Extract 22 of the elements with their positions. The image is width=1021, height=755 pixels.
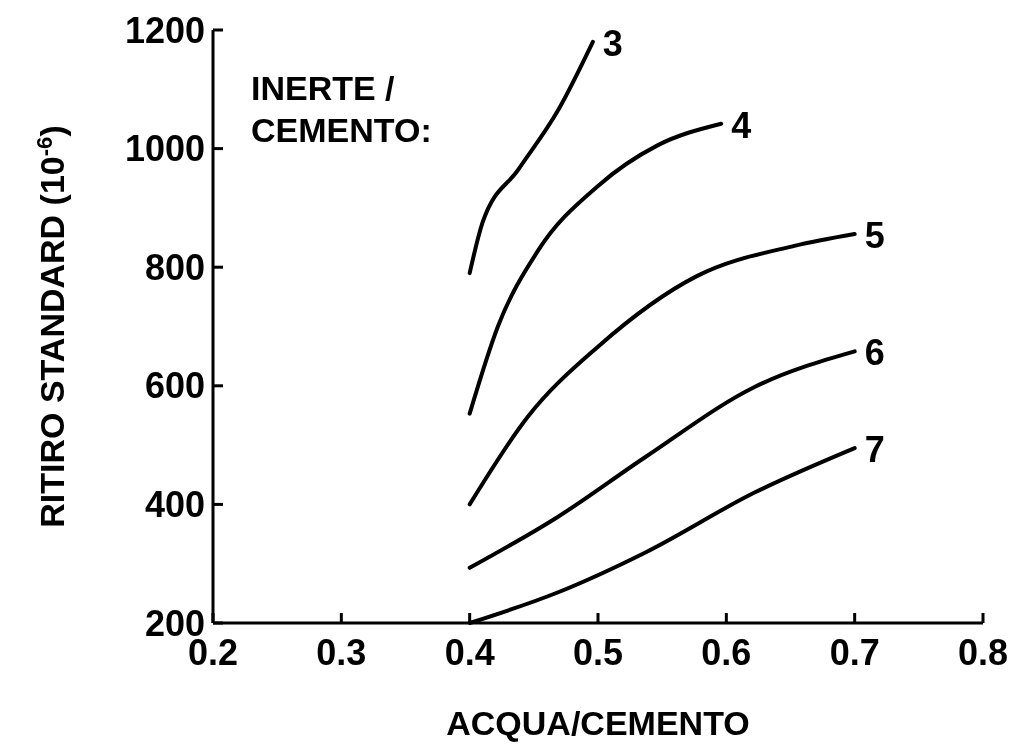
x-tick-label: 0.5 (572, 632, 624, 673)
series-label: 7 (864, 429, 885, 471)
legend-title: INERTE / CEMENTO: (251, 69, 432, 149)
x-axis-title: ACQUA/CEMENTO (446, 704, 750, 742)
series-label: 3 (602, 22, 623, 64)
x-tick-label: 0.4 (444, 632, 495, 673)
x-tick-label: 0.6 (701, 632, 752, 673)
series-label: 4 (731, 104, 752, 146)
series-label: 6 (864, 332, 885, 374)
y-tick-label: 400 (144, 484, 205, 525)
x-tick-label: 0.8 (957, 632, 1009, 673)
y-tick-label: 1000 (124, 128, 205, 170)
y-tick-label: 600 (144, 365, 205, 407)
line-series (467, 231, 857, 507)
y-tick-label: 800 (144, 246, 205, 288)
series-label: 5 (864, 214, 885, 256)
x-tick-label: 0.3 (316, 632, 367, 673)
line-series (467, 121, 724, 416)
line-series (467, 39, 595, 276)
x-tick-label: 0.7 (829, 632, 880, 673)
line-series (467, 349, 857, 570)
y-tick-label: 1200 (124, 9, 205, 51)
